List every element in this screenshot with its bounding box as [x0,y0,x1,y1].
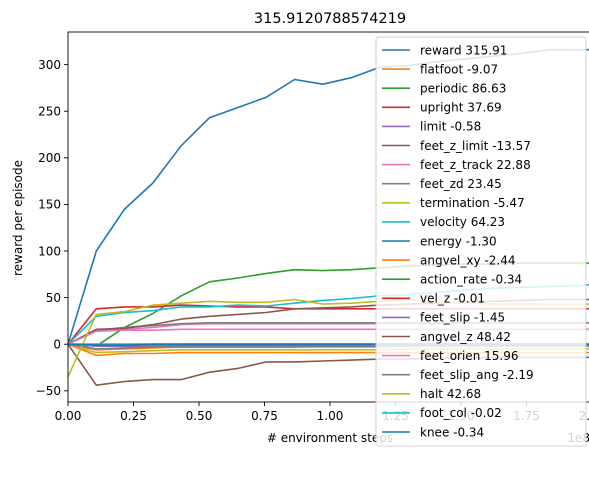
legend: reward 315.91 flatfoot -9.07 periodic 86.6… [375,36,587,447]
legend-entry-1: flatfoot -9.07 [420,62,498,76]
y-tick-label-0: −50 [36,384,61,398]
legend-entry-15: angvel_z 48.42 [420,330,511,344]
x-tick-label-0: 0.00 [55,409,82,423]
legend-entry-16: feet_orien 15.96 [420,349,518,363]
x-axis-label: # environment steps [267,431,393,445]
legend-entry-6: feet_z_track 22.88 [420,158,531,172]
x-tick-label-3: 0.75 [251,409,278,423]
legend-entry-0: reward 315.91 [420,43,507,57]
legend-entry-17: feet_slip_ang -2.19 [420,368,534,382]
plot-frame [67,31,589,403]
legend-entry-8: termination -5.47 [420,196,525,210]
y-tick-label-3: 100 [38,244,61,258]
y-axis-ticks: −50 0 50 100 150 200 250 300 [36,58,68,398]
legend-entry-18: halt 42.68 [420,387,481,401]
y-tick-label-1: 0 [53,338,61,352]
y-tick-label-5: 200 [38,151,61,165]
x-tick-label-2: 0.50 [186,409,213,423]
legend-entry-13: vel_z -0.01 [420,292,485,306]
legend-entry-7: feet_zd 23.45 [420,177,502,191]
y-tick-label-4: 150 [38,198,61,212]
chart-title: 315.9120788574219 [254,11,406,27]
legend-entry-20: knee -0.34 [420,425,484,439]
y-tick-label-2: 50 [46,291,61,305]
legend-entry-3: upright 37.69 [420,101,502,115]
y-axis-label: reward per episode [11,160,25,276]
legend-box [375,36,587,447]
legend-entry-9: velocity 64.23 [420,215,505,229]
legend-entry-10: energy -1.30 [420,234,497,248]
legend-entry-12: action_rate -0.34 [420,273,522,287]
x-tick-label-1: 0.25 [120,409,147,423]
x-tick-label-4: 1.00 [317,409,344,423]
legend-entry-4: limit -0.58 [420,120,481,134]
legend-entry-19: foot_col -0.02 [420,406,502,420]
legend-entry-11: angvel_xy -2.44 [420,253,515,267]
y-tick-label-6: 250 [38,105,61,119]
legend-entry-5: feet_z_limit -13.57 [420,139,531,153]
y-tick-label-7: 300 [38,58,61,72]
legend-entry-14: feet_slip -1.45 [420,311,505,325]
legend-entry-2: periodic 86.63 [420,82,506,96]
